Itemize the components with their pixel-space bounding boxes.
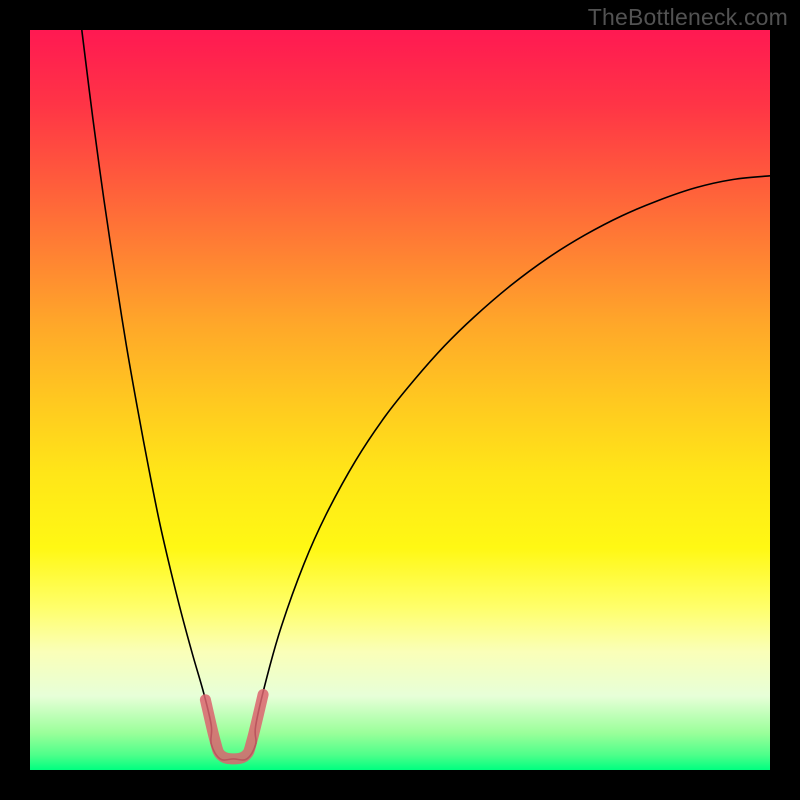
plot-area bbox=[30, 30, 770, 770]
bottleneck-chart-svg bbox=[30, 30, 770, 770]
watermark-text: TheBottleneck.com bbox=[588, 4, 788, 31]
gradient-background bbox=[30, 30, 770, 770]
chart-container: TheBottleneck.com bbox=[0, 0, 800, 800]
